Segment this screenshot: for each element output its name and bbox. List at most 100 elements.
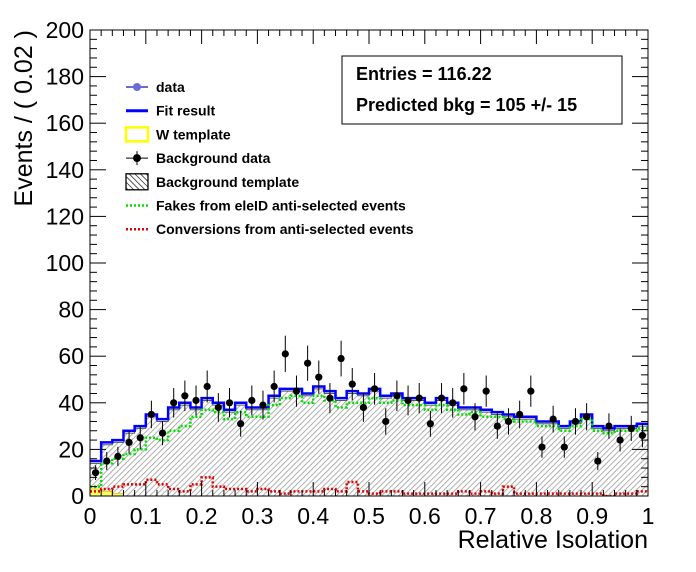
legend-label: Conversions from anti-selected events xyxy=(156,221,414,237)
background-data-point xyxy=(259,390,267,420)
y-tick-label: 0 xyxy=(71,483,84,509)
background-data-point xyxy=(203,370,211,403)
background-data-point xyxy=(181,380,189,412)
data-marker xyxy=(237,420,245,428)
background-data-point xyxy=(482,375,490,407)
background-data-point xyxy=(538,436,546,458)
data-marker xyxy=(504,417,513,426)
background-data-point xyxy=(214,393,222,422)
data-marker xyxy=(493,422,501,430)
background-data-point xyxy=(114,446,122,466)
background-data-point xyxy=(304,345,312,381)
background-data-point xyxy=(516,400,524,429)
background-data-point xyxy=(415,383,423,414)
background-data-point xyxy=(382,408,390,435)
background-data-point xyxy=(315,360,323,394)
background-data-point xyxy=(370,373,379,405)
x-axis-title: Relative Isolation xyxy=(458,526,648,554)
data-marker xyxy=(91,469,100,477)
data-marker xyxy=(348,380,356,388)
background-data-point xyxy=(583,403,591,431)
y-tick-label: 200 xyxy=(46,17,84,43)
legend-item: Conversions from anti-selected events xyxy=(126,221,414,237)
legend-label: Fakes from eleID anti-selected events xyxy=(156,198,406,214)
x-tick-label: 0.5 xyxy=(353,503,385,529)
x-tick-label: 0.7 xyxy=(465,503,497,529)
data-marker xyxy=(359,403,368,412)
y-tick-label: 140 xyxy=(46,157,84,183)
background-data-point xyxy=(493,413,501,439)
data-marker xyxy=(437,394,446,402)
background-data-point xyxy=(527,375,535,407)
data-marker xyxy=(125,438,133,447)
data-marker xyxy=(248,396,256,405)
background-data-point xyxy=(504,408,513,435)
background-data-point xyxy=(359,393,368,422)
data-marker xyxy=(616,436,624,444)
background-data-point xyxy=(248,385,256,416)
data-marker xyxy=(538,443,546,451)
background-data-point xyxy=(571,408,580,435)
background-data-point xyxy=(292,375,301,407)
data-marker xyxy=(214,403,222,412)
data-marker xyxy=(337,354,345,363)
data-marker xyxy=(315,373,323,381)
stats-box-frame xyxy=(341,55,623,125)
y-axis-title: Events / ( 0.02 ) xyxy=(10,30,38,206)
background-data-point xyxy=(638,423,647,448)
data-marker xyxy=(482,387,490,395)
x-tick-label: 0.4 xyxy=(297,503,329,529)
background-data-point xyxy=(404,385,412,416)
background-data-point xyxy=(192,385,200,416)
data-marker xyxy=(594,457,602,465)
data-marker xyxy=(170,399,178,407)
background-data-point xyxy=(426,410,434,437)
y-tick-label: 80 xyxy=(58,297,84,323)
data-marker xyxy=(426,420,434,428)
data-marker xyxy=(281,350,289,358)
background-data-point xyxy=(337,340,345,377)
legend-label: W template xyxy=(156,126,231,142)
data-marker xyxy=(571,417,580,426)
x-tick-label: 0.2 xyxy=(186,503,218,529)
background-data-point xyxy=(605,413,613,439)
background-data-point xyxy=(549,405,557,433)
background-data-point xyxy=(616,428,624,452)
background-data-point xyxy=(125,431,133,454)
stats-predicted-bkg: Predicted bkg = 105 +/- 15 xyxy=(356,95,577,115)
stats-entries: Entries = 116.22 xyxy=(356,64,492,84)
data-marker xyxy=(516,410,524,419)
data-marker xyxy=(549,415,557,423)
data-marker xyxy=(114,452,122,460)
data-marker xyxy=(158,429,167,437)
data-marker xyxy=(415,394,423,402)
y-tick-label: 60 xyxy=(58,343,84,369)
legend-swatch xyxy=(124,126,150,143)
data-marker xyxy=(259,401,267,409)
data-marker xyxy=(103,457,111,465)
y-tick-label: 180 xyxy=(46,64,84,90)
x-tick-labels: 0 0.1 0.2 0.3 0.4 0.5 0.6 0.7 0.8 0.9 1 xyxy=(84,503,655,529)
data-marker xyxy=(449,399,457,407)
background-data-point xyxy=(594,452,602,471)
background-data-point xyxy=(103,452,111,471)
data-marker xyxy=(583,413,591,421)
data-marker xyxy=(203,382,211,391)
legend-item: data xyxy=(126,79,185,95)
legend-label: data xyxy=(156,79,185,95)
legend-item: Fit result xyxy=(126,103,215,119)
legend-swatch xyxy=(125,173,149,191)
data-marker xyxy=(370,385,379,393)
background-data-point xyxy=(170,388,178,418)
background-data-point xyxy=(560,436,568,458)
x-tick-label: 0.9 xyxy=(576,503,608,529)
data-marker xyxy=(147,410,155,419)
legend-label: Background data xyxy=(156,150,271,166)
background-data-point xyxy=(237,410,245,437)
background-data-point xyxy=(281,335,289,373)
x-tick-label: 1 xyxy=(642,503,655,529)
legend-marker xyxy=(133,83,141,91)
legend-item: Background data xyxy=(126,150,271,166)
axis-ticks xyxy=(89,29,649,497)
